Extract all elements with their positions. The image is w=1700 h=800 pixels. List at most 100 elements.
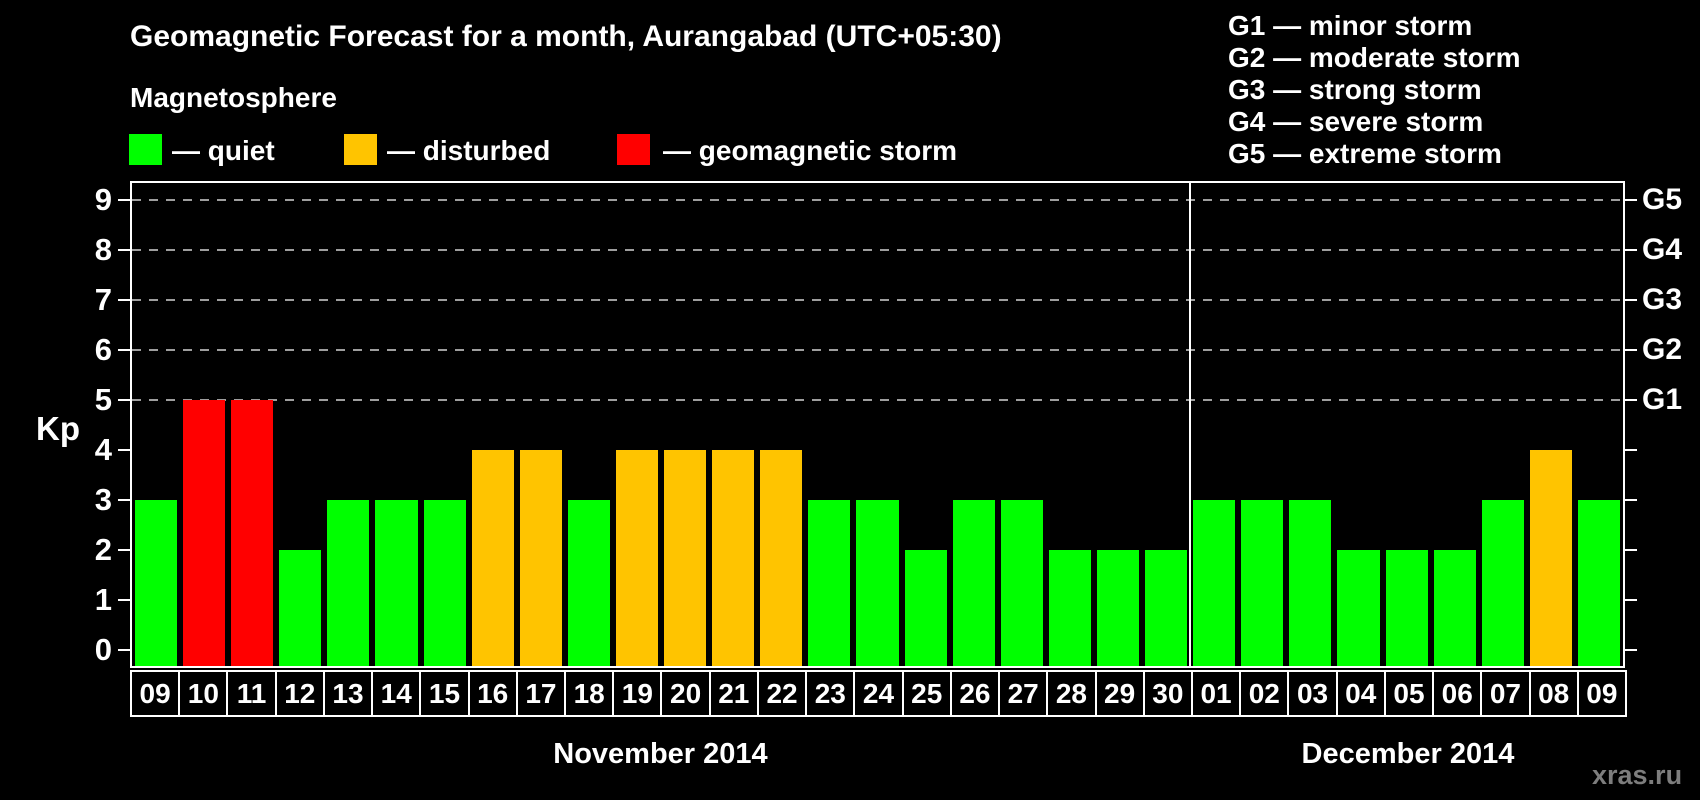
day-box-10: 10 bbox=[178, 670, 229, 717]
kp-bar-day-23 bbox=[808, 500, 851, 666]
right-tick-1 bbox=[1625, 599, 1637, 601]
y-tick-9 bbox=[118, 199, 130, 201]
right-tick-6 bbox=[1625, 349, 1637, 351]
g-tick-label-G4: G4 bbox=[1642, 233, 1683, 266]
day-box-22: 22 bbox=[756, 670, 808, 717]
kp-bar-day-11 bbox=[231, 400, 274, 666]
gridline-kp6 bbox=[132, 349, 1623, 351]
day-box-17: 17 bbox=[515, 670, 567, 717]
g-legend-line: G5 — extreme storm bbox=[1228, 138, 1502, 169]
kp-bar-day-03 bbox=[1289, 500, 1332, 666]
right-tick-4 bbox=[1625, 449, 1637, 451]
day-box-13: 13 bbox=[322, 670, 374, 717]
right-tick-9 bbox=[1625, 199, 1637, 201]
day-box-14: 14 bbox=[371, 670, 422, 717]
y-tick-2 bbox=[118, 549, 130, 551]
kp-bar-day-25 bbox=[904, 550, 947, 666]
kp-bar-day-13 bbox=[327, 500, 370, 666]
day-box-08: 08 bbox=[1528, 670, 1579, 717]
kp-bar-day-06 bbox=[1433, 550, 1476, 666]
kp-bar-day-27 bbox=[1000, 500, 1043, 666]
right-tick-2 bbox=[1625, 549, 1637, 551]
kp-bar-day-28 bbox=[1048, 550, 1091, 666]
right-tick-7 bbox=[1625, 299, 1637, 301]
legend-label-quiet: — quiet bbox=[172, 135, 275, 166]
kp-bar-day-16 bbox=[471, 450, 514, 666]
day-box-27: 27 bbox=[998, 670, 1049, 717]
kp-bar-day-05 bbox=[1385, 550, 1428, 666]
y-tick-label-4: 4 bbox=[94, 432, 112, 467]
y-tick-label-0: 0 bbox=[94, 632, 112, 667]
day-box-07: 07 bbox=[1480, 670, 1531, 717]
legend-label-storm: — geomagnetic storm bbox=[663, 135, 958, 166]
kp-bar-day-14 bbox=[375, 500, 418, 666]
day-box-24: 24 bbox=[853, 670, 904, 717]
kp-bar-day-21 bbox=[712, 450, 755, 666]
day-box-18: 18 bbox=[564, 670, 615, 717]
kp-bar-day-26 bbox=[952, 500, 995, 666]
legend-swatch-storm bbox=[617, 134, 650, 165]
day-box-05: 05 bbox=[1383, 670, 1435, 717]
kp-bar-day-10 bbox=[183, 400, 226, 666]
g-scale-legend: G1 — minor storm G2 — moderate storm G3 — … bbox=[1228, 10, 1521, 170]
kp-bar-day-15 bbox=[423, 500, 466, 666]
kp-bar-day-17 bbox=[519, 450, 562, 666]
gridline-kp9 bbox=[132, 199, 1623, 201]
day-box-04: 04 bbox=[1335, 670, 1386, 717]
kp-bar-day-30 bbox=[1145, 550, 1188, 666]
kp-bar-day-20 bbox=[664, 450, 707, 666]
kp-bar-day-24 bbox=[856, 500, 899, 666]
g-tick-label-G3: G3 bbox=[1642, 283, 1683, 316]
day-box-28: 28 bbox=[1046, 670, 1097, 717]
kp-bar-day-08 bbox=[1529, 450, 1572, 666]
kp-bar-day-12 bbox=[279, 550, 322, 666]
month-label-november: November 2014 bbox=[553, 738, 768, 770]
g-tick-label-G1: G1 bbox=[1642, 383, 1683, 416]
y-tick-label-2: 2 bbox=[94, 532, 112, 567]
y-tick-3 bbox=[118, 499, 130, 501]
day-box-01: 01 bbox=[1190, 670, 1242, 717]
y-tick-8 bbox=[118, 249, 130, 251]
legend-label-disturbed: — disturbed bbox=[387, 135, 551, 166]
legend-swatch-disturbed bbox=[344, 134, 377, 165]
right-tick-8 bbox=[1625, 249, 1637, 251]
magnetosphere-heading: Magnetosphere bbox=[130, 82, 337, 113]
g-tick-label-G2: G2 bbox=[1642, 333, 1683, 366]
g-tick-label-G5: G5 bbox=[1642, 183, 1683, 216]
kp-bar-day-01 bbox=[1193, 500, 1236, 666]
day-box-06: 06 bbox=[1432, 670, 1483, 717]
y-tick-label-8: 8 bbox=[94, 232, 112, 267]
kp-bar-day-07 bbox=[1481, 500, 1524, 666]
y-tick-1 bbox=[118, 599, 130, 601]
right-tick-0 bbox=[1625, 649, 1637, 651]
g-legend-line: G2 — moderate storm bbox=[1228, 42, 1521, 73]
y-tick-label-9: 9 bbox=[94, 182, 112, 217]
kp-bar-day-04 bbox=[1337, 550, 1380, 666]
kp-bar-day-09 bbox=[135, 500, 178, 666]
kp-bar-day-19 bbox=[615, 450, 659, 666]
y-tick-7 bbox=[118, 299, 130, 301]
day-box-03: 03 bbox=[1287, 670, 1338, 717]
day-box-12: 12 bbox=[274, 670, 325, 717]
gridline-kp5 bbox=[132, 399, 1623, 401]
day-box-19: 19 bbox=[612, 670, 663, 717]
y-tick-label-6: 6 bbox=[94, 332, 112, 367]
day-box-11: 11 bbox=[226, 670, 277, 717]
day-box-16: 16 bbox=[467, 670, 518, 717]
day-box-20: 20 bbox=[660, 670, 711, 717]
g-legend-line: G1 — minor storm bbox=[1228, 10, 1473, 41]
y-tick-6 bbox=[118, 349, 130, 351]
day-box-21: 21 bbox=[708, 670, 759, 717]
legend-swatch-quiet bbox=[129, 134, 162, 165]
y-tick-label-3: 3 bbox=[94, 482, 112, 517]
plot-area bbox=[130, 181, 1625, 668]
day-box-29: 29 bbox=[1094, 670, 1145, 717]
day-box-23: 23 bbox=[805, 670, 856, 717]
day-box-26: 26 bbox=[949, 670, 1001, 717]
kp-bar-day-18 bbox=[567, 500, 610, 666]
gridline-kp8 bbox=[132, 249, 1623, 251]
y-tick-4 bbox=[118, 449, 130, 451]
month-label-december: December 2014 bbox=[1301, 738, 1515, 770]
day-box-09: 09 bbox=[1576, 670, 1627, 717]
